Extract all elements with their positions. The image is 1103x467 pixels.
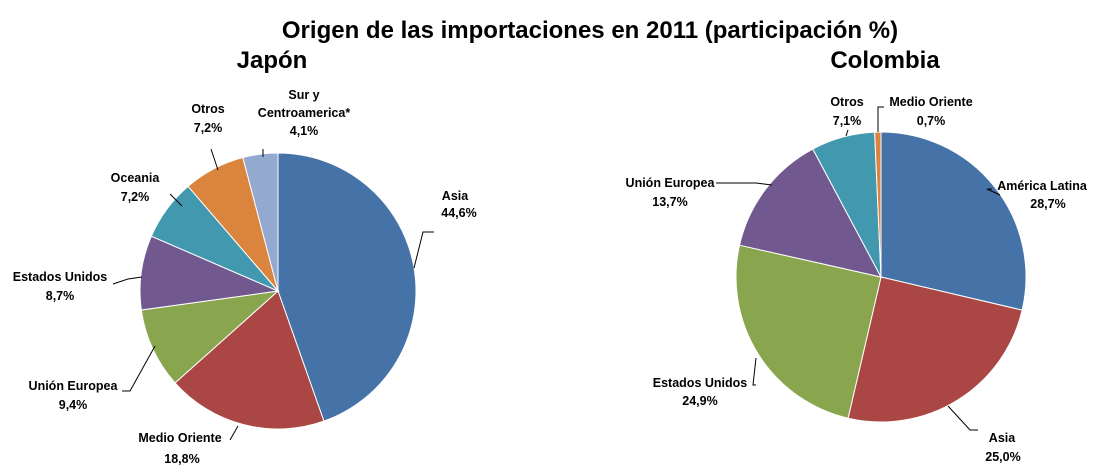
slice-value-asia: 44,6% bbox=[441, 206, 476, 220]
pie-slice-medio-oriente bbox=[874, 131, 882, 278]
slice-value-estados-unidos: 24,9% bbox=[682, 394, 717, 408]
slice-label-asia: Asia bbox=[442, 189, 469, 203]
leader-line-otros bbox=[845, 129, 849, 137]
leader-line-asia bbox=[947, 405, 978, 431]
slice-value-medio-oriente: 0,7% bbox=[917, 114, 946, 128]
leader-line-union-europea bbox=[716, 182, 773, 186]
slice-value-union-europea: 13,7% bbox=[652, 195, 687, 209]
pie-slice-america-latina bbox=[880, 131, 1027, 311]
pie-colombia: América Latina 28,7% Asia 25,0% Estados Unid… bbox=[626, 95, 1088, 464]
pie-title-japon: Japón bbox=[237, 47, 308, 74]
leader-line-otros bbox=[210, 148, 219, 171]
pie-slice-union-europea bbox=[738, 148, 882, 278]
leader-line-oceania bbox=[169, 193, 183, 207]
slice-label-asia: Asia bbox=[989, 431, 1016, 445]
slice-value-oceania: 7,2% bbox=[121, 190, 150, 204]
slice-label-union-europea: Unión Europea bbox=[29, 379, 119, 393]
pie-slice-asia bbox=[847, 276, 1023, 423]
slice-label-america-latina: América Latina bbox=[997, 179, 1088, 193]
slice-value-otros: 7,2% bbox=[194, 121, 223, 135]
pie-slice-estados-unidos bbox=[735, 244, 882, 419]
slice-label-union-europea: Unión Europea bbox=[626, 176, 716, 190]
leader-line-estados-unidos bbox=[752, 357, 757, 386]
leader-line-union-europea bbox=[122, 345, 156, 392]
slice-value-otros: 7,1% bbox=[833, 114, 862, 128]
leader-line-medio-oriente bbox=[229, 425, 239, 441]
slice-label-otros: Otros bbox=[830, 95, 863, 109]
leader-line-america-latina bbox=[986, 188, 1001, 196]
leader-line-medio-oriente bbox=[877, 106, 884, 132]
slice-value-medio-oriente: 18,8% bbox=[164, 452, 199, 466]
slice-label-estados-unidos: Estados Unidos bbox=[13, 270, 108, 284]
slice-value-sur-y-centroamerica: 4,1% bbox=[290, 124, 319, 138]
pie-slice-medio-oriente bbox=[174, 290, 325, 430]
slice-label-sur-y-centroamerica: Sur y bbox=[288, 88, 319, 102]
slice-value-estados-unidos: 8,7% bbox=[46, 289, 75, 303]
pie-slice-sur-y-centroamerica bbox=[242, 152, 279, 292]
slice-label-medio-oriente: Medio Oriente bbox=[889, 95, 972, 109]
slice-label-oceania: Oceania bbox=[111, 171, 161, 185]
slice-value-america-latina: 28,7% bbox=[1030, 197, 1065, 211]
leader-line-estados-unidos bbox=[112, 276, 143, 285]
pie-japon: Asia 44,6% Medio Oriente 18,8% Unión Europea… bbox=[13, 88, 477, 466]
leader-line-asia bbox=[413, 231, 434, 269]
chart-title: Origen de las importaciones en 2011 (par… bbox=[282, 17, 898, 44]
slice-value-asia: 25,0% bbox=[985, 450, 1020, 464]
slice-label-estados-unidos: Estados Unidos bbox=[653, 376, 748, 390]
slice-label-sur-y-centroamerica: Centroamerica* bbox=[258, 106, 351, 120]
pie-title-colombia: Colombia bbox=[830, 47, 940, 74]
slice-label-otros: Otros bbox=[191, 102, 224, 116]
slice-value-union-europea: 9,4% bbox=[59, 398, 88, 412]
slice-label-medio-oriente: Medio Oriente bbox=[138, 431, 221, 445]
